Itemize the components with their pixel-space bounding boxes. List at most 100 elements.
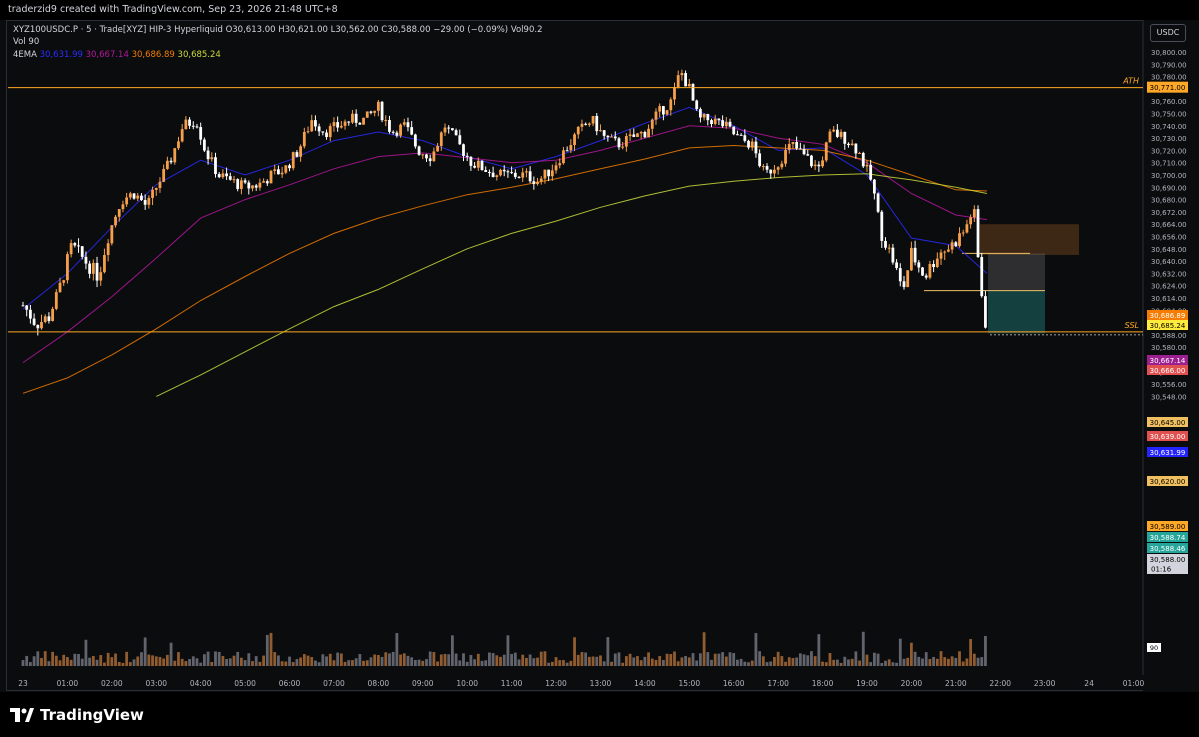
volume-bar — [380, 656, 384, 666]
tradingview-logo[interactable]: TradingView — [10, 706, 144, 724]
volume-bar — [343, 661, 347, 666]
legend-ema-line[interactable]: 4EMA 30,631.99 30,667.14 30,686.89 30,68… — [13, 50, 221, 60]
volume-bar — [821, 661, 824, 666]
candle-body — [654, 111, 658, 120]
candle-body — [665, 110, 669, 115]
volume-bar — [362, 660, 365, 666]
candle-body — [580, 123, 584, 127]
volume-bar — [277, 655, 280, 666]
candle-body — [95, 262, 99, 281]
volume-bar — [314, 660, 317, 666]
candle-body — [136, 195, 140, 199]
candle-body — [839, 131, 843, 137]
volume-bar — [239, 657, 243, 666]
candle-body — [302, 131, 306, 147]
candle-body — [36, 324, 40, 329]
ohlc-close: C30,588.00 — [381, 25, 431, 35]
candle-body — [47, 316, 51, 321]
volume-bar — [758, 651, 762, 666]
volume-bar — [787, 657, 791, 666]
volume-bar — [29, 662, 32, 666]
candle-body — [21, 305, 25, 307]
candle-body — [969, 217, 973, 225]
candle-body — [921, 267, 924, 276]
candle-body — [51, 308, 55, 321]
candle-body — [932, 264, 936, 268]
legend-symbol-line[interactable]: XYZ100USDC.P · 5 · Trade[XYZ] HIP-3 Hype… — [13, 25, 542, 35]
volume-bar — [228, 658, 232, 666]
candle-body — [658, 106, 662, 112]
volume-bar — [154, 656, 158, 666]
volume-bar — [80, 658, 84, 666]
candle-body — [606, 135, 610, 138]
volume-bar — [443, 653, 447, 666]
volume-bar — [499, 656, 502, 666]
candle-body — [661, 106, 665, 115]
volume-bar — [288, 656, 291, 666]
level-price-tag — [1147, 81, 1188, 93]
y-tick-label: 30,680.00 — [1151, 197, 1187, 205]
currency-selector[interactable]: USDC — [1150, 24, 1186, 42]
candle-body — [140, 195, 143, 201]
candle-body — [106, 243, 110, 256]
x-tick-label: 06:00 — [279, 679, 301, 688]
volume-bar — [262, 655, 266, 666]
candle-body — [236, 179, 240, 189]
volume-bar — [576, 654, 580, 666]
candle-body — [573, 134, 576, 146]
candle-body — [872, 179, 876, 194]
volume-bar — [521, 654, 525, 666]
x-tick-label: 05:00 — [234, 679, 256, 688]
volume-bar — [99, 655, 103, 666]
candle-body — [103, 255, 106, 273]
y-tick-label: 30,640.00 — [1151, 258, 1187, 266]
candle-body — [199, 127, 203, 140]
candle-body — [917, 262, 921, 268]
candle-body — [347, 121, 351, 123]
candle-body — [128, 193, 132, 198]
candle-body — [91, 262, 95, 274]
volume-bar — [299, 657, 303, 666]
candle-body — [525, 171, 528, 173]
y-tick-label: 30,580.00 — [1151, 344, 1187, 352]
candle-body — [684, 73, 687, 87]
candle-body — [636, 133, 639, 137]
candle-body — [791, 142, 795, 144]
volume-bar — [795, 657, 799, 666]
candle-body — [676, 75, 680, 88]
supply-zone — [980, 224, 1079, 255]
volume-bar — [265, 634, 269, 666]
candle-body — [928, 264, 932, 278]
candle-body — [25, 305, 29, 310]
volume-bar — [636, 656, 639, 666]
volume-bar — [732, 653, 736, 666]
chart-canvas[interactable]: 30,800.0030,790.0030,780.0030,770.0030,7… — [0, 0, 1199, 692]
candle-body — [354, 113, 358, 123]
volume-bar — [162, 658, 166, 666]
candle-body — [280, 172, 284, 175]
x-tick-label: 14:00 — [634, 679, 656, 688]
candle-body — [110, 225, 114, 244]
candle-body — [473, 165, 477, 168]
candle-body — [462, 144, 465, 156]
volume-bar — [484, 660, 488, 666]
volume-bar — [898, 638, 902, 666]
candle-body — [154, 188, 158, 190]
candle-body — [795, 142, 799, 149]
x-tick-label: 01:00 — [1123, 679, 1145, 688]
price-tag — [1147, 310, 1188, 320]
candle-body — [66, 254, 69, 281]
y-tick-label: 30,588.00 — [1151, 332, 1187, 340]
legend-volume-line[interactable]: Vol 90 — [13, 37, 39, 47]
candle-body — [950, 242, 954, 250]
volume-bar — [958, 651, 961, 666]
volume-bar — [610, 661, 613, 666]
candle-body — [247, 182, 251, 189]
candle-body — [417, 146, 421, 155]
volume-bar — [706, 652, 710, 666]
volume-bar — [147, 654, 151, 666]
volume-bar — [406, 655, 410, 666]
brand-name: TradingView — [40, 706, 144, 724]
candle-body — [99, 272, 103, 281]
candle-body — [617, 138, 621, 148]
